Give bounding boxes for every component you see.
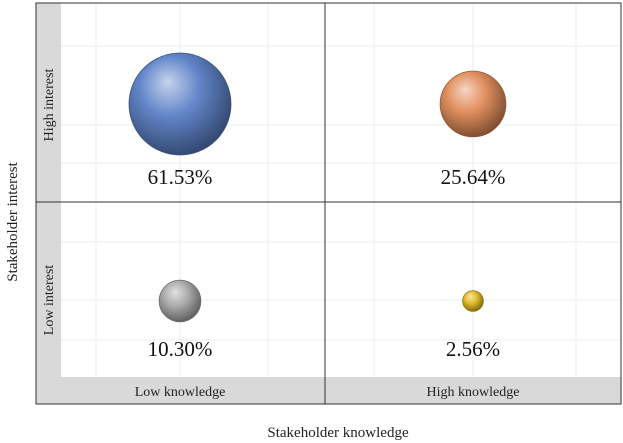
bubble-4 bbox=[462, 290, 484, 312]
bubble-3 bbox=[158, 279, 202, 323]
bubble-label-1: 61.53% bbox=[148, 165, 213, 189]
bubble-label-2: 25.64% bbox=[441, 165, 506, 189]
bubble-2 bbox=[439, 70, 507, 138]
y-strip-label-high: High interest bbox=[42, 69, 57, 142]
plot-border bbox=[35, 2, 622, 405]
y-axis-title: Stakeholder interest bbox=[5, 161, 21, 281]
bubble-label-3: 10.30% bbox=[148, 337, 213, 361]
x-strip-label-low: Low knowledge bbox=[135, 385, 226, 400]
bubble-label-4: 2.56% bbox=[446, 337, 500, 361]
x-strip-label-high: High knowledge bbox=[427, 385, 520, 400]
bubbles-layer: 61.53% 25.64% 10.30% 2.56% bbox=[128, 52, 507, 361]
bubble-1 bbox=[128, 52, 232, 156]
plot-panel bbox=[61, 3, 621, 377]
y-strip-label-low: Low interest bbox=[42, 265, 57, 335]
x-axis-title: Stakeholder knowledge bbox=[267, 425, 409, 441]
